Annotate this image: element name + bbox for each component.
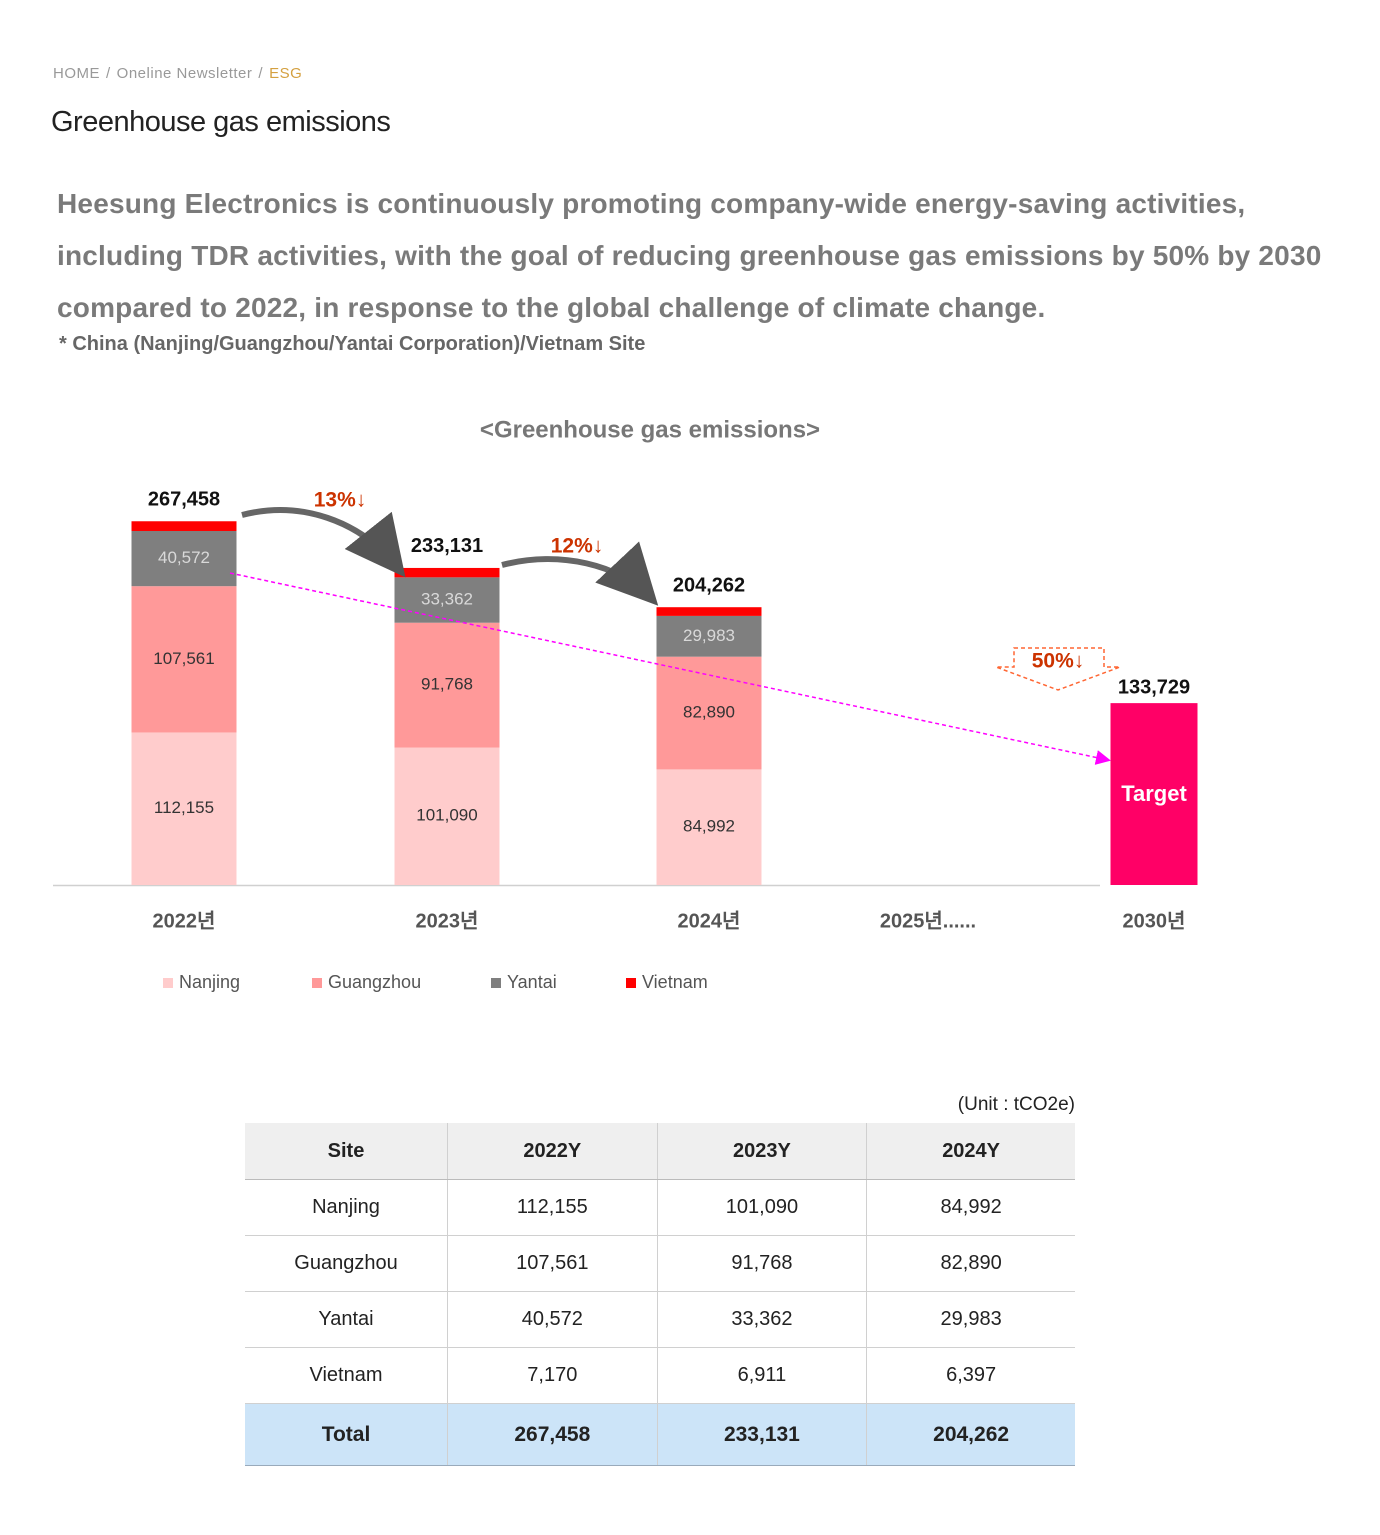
x-tick-label: 2022년 xyxy=(153,909,216,932)
annotation: 50%↓ xyxy=(1032,650,1085,673)
value-label: 101,090 xyxy=(416,806,477,825)
legend-swatch xyxy=(163,978,173,988)
target-value-label: 133,729 xyxy=(1118,676,1190,698)
annotation: 12%↓ xyxy=(551,535,604,558)
cell: 7,170 xyxy=(447,1347,658,1404)
bar-segment xyxy=(394,567,500,578)
emissions-table: Site 2022Y 2023Y 2024Y Nanjing 112,155 101,090… xyxy=(245,1123,1075,1466)
cell: 101,090 xyxy=(656,1179,867,1236)
intro-note: * China (Nanjing/Guangzhou/Yantai Corpor… xyxy=(59,333,646,355)
legend-label: Yantai xyxy=(507,972,557,992)
cell: 82,890 xyxy=(866,1235,1075,1292)
crumb-sep: / xyxy=(106,65,111,82)
legend-label: Nanjing xyxy=(179,972,240,992)
bar-segment xyxy=(131,586,237,733)
crumb-sep: / xyxy=(258,65,264,82)
row: Nanjing 112,155 101,090 84,992 xyxy=(245,1179,1075,1236)
cell: 107,561 xyxy=(447,1235,658,1292)
total-cell: 267,458 xyxy=(447,1403,658,1466)
value-label: 82,890 xyxy=(683,703,735,722)
bar-segment xyxy=(394,577,500,623)
value-label: 112,155 xyxy=(154,798,214,817)
intro-text: Heesung Electronics is continuously prom… xyxy=(57,188,1322,323)
total-label: 204,262 xyxy=(673,574,745,596)
labels: 2022년 112,155 107,561 40,572 267,458 2023년 101… xyxy=(148,489,1190,992)
cell: Vietnam xyxy=(245,1347,448,1404)
target-arrow xyxy=(995,647,1121,691)
decline-arrow xyxy=(241,507,406,578)
cell: 40,572 xyxy=(447,1291,658,1348)
chart: <Greenhouse gas emissions> 2022년 112,155 1… xyxy=(53,416,1198,992)
total-label: 267,458 xyxy=(148,489,220,511)
value-label: 40,572 xyxy=(158,548,210,567)
value-label: 91,768 xyxy=(421,675,473,694)
chart-title: <Greenhouse gas emissions> xyxy=(480,416,820,443)
bar-segment xyxy=(656,607,762,616)
total-cell: 233,131 xyxy=(656,1403,867,1466)
bar-segment xyxy=(656,769,762,885)
legend-swatch xyxy=(312,978,322,988)
cell: Nanjing xyxy=(245,1179,448,1236)
page-title: Greenhouse gas emissions xyxy=(51,106,391,138)
cell: 84,992 xyxy=(866,1179,1075,1236)
bar-segment xyxy=(656,656,762,770)
cell: 112,155 xyxy=(447,1179,658,1236)
value-label: 84,992 xyxy=(683,817,735,836)
legend-label: Guangzhou xyxy=(328,972,421,992)
value-label: 107,561 xyxy=(153,649,214,668)
x-tick-label: 2025년...... xyxy=(880,909,976,932)
row: Guangzhou 107,561 91,768 82,890 xyxy=(245,1235,1075,1292)
breadcrumb: HOME / Oneline Newsletter / ESG xyxy=(53,65,308,82)
header-cell: 2023Y xyxy=(656,1123,867,1180)
target-bar xyxy=(1110,703,1198,885)
cell: Yantai xyxy=(245,1291,448,1348)
total-cell: 204,262 xyxy=(866,1403,1075,1466)
target-label: Target xyxy=(1121,781,1187,806)
decline-arrow xyxy=(501,541,659,606)
table-unit: (Unit : tCO2e) xyxy=(957,1094,1075,1115)
bar-segment xyxy=(394,622,500,748)
x-tick-label: 2023년 xyxy=(416,909,479,932)
header-row: Site 2022Y 2023Y 2024Y xyxy=(245,1123,1075,1180)
cell: Guangzhou xyxy=(245,1235,448,1292)
crumb[interactable]: Oneline Newsletter xyxy=(116,65,253,82)
x-tick-label: 2030년 xyxy=(1123,909,1186,932)
cell: 33,362 xyxy=(656,1291,867,1348)
legend-swatch xyxy=(491,978,501,988)
bars xyxy=(131,521,1198,885)
legend-label: Vietnam xyxy=(642,972,708,992)
header-cell: 2024Y xyxy=(866,1123,1075,1180)
x-tick-label: 2024년 xyxy=(678,909,741,932)
bar-segment xyxy=(131,521,237,532)
bar-segment xyxy=(131,732,237,885)
annotation: 13%↓ xyxy=(314,489,367,512)
total-row: Total 267,458 233,131 204,262 xyxy=(245,1403,1075,1466)
row: Yantai 40,572 33,362 29,983 xyxy=(245,1291,1075,1348)
cell: 29,983 xyxy=(866,1291,1075,1348)
legend-swatch xyxy=(626,978,636,988)
bar-segment xyxy=(656,615,762,657)
crumb[interactable]: HOME xyxy=(53,65,100,82)
cell: 6,911 xyxy=(656,1347,867,1404)
bar-segment xyxy=(131,531,237,587)
header-cell: 2022Y xyxy=(447,1123,658,1180)
trend-line xyxy=(229,572,1111,765)
header-cell: Site xyxy=(245,1123,448,1180)
total-cell: Total xyxy=(245,1403,448,1466)
bar-segment xyxy=(394,747,500,885)
cell: 6,397 xyxy=(866,1347,1075,1404)
row: Vietnam 7,170 6,911 6,397 xyxy=(245,1347,1075,1404)
crumb-current: ESG xyxy=(269,65,303,82)
cell: 91,768 xyxy=(656,1235,867,1292)
value-label: 33,362 xyxy=(421,590,473,609)
value-label: 29,983 xyxy=(683,626,735,645)
total-label: 233,131 xyxy=(411,535,483,557)
